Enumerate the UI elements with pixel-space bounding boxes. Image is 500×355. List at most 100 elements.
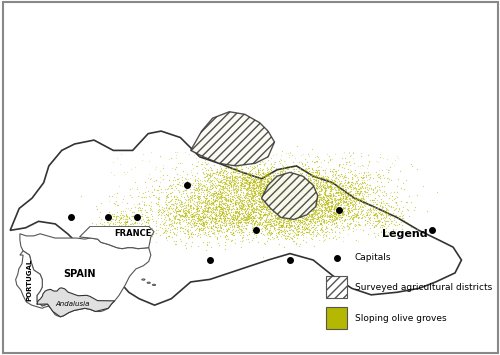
Point bbox=[281, 187, 289, 192]
Point bbox=[356, 191, 364, 196]
Point bbox=[244, 183, 252, 189]
Point bbox=[296, 181, 304, 186]
Point bbox=[182, 211, 190, 216]
Point bbox=[298, 196, 306, 202]
Point bbox=[252, 184, 260, 190]
Point bbox=[196, 177, 203, 182]
Point bbox=[123, 226, 131, 232]
Point bbox=[264, 178, 272, 184]
Point bbox=[291, 162, 299, 168]
Point bbox=[288, 185, 296, 191]
Point bbox=[346, 151, 354, 156]
Point bbox=[274, 189, 281, 194]
Point bbox=[266, 169, 274, 175]
Point bbox=[238, 171, 246, 177]
Point bbox=[274, 200, 281, 206]
Point bbox=[224, 226, 232, 232]
Point bbox=[278, 187, 286, 193]
Point bbox=[242, 206, 250, 212]
Point bbox=[216, 204, 224, 209]
Point bbox=[308, 205, 316, 211]
Point bbox=[227, 213, 235, 219]
Point bbox=[216, 170, 224, 175]
Point bbox=[267, 212, 275, 218]
Point bbox=[322, 198, 330, 204]
Point bbox=[263, 206, 271, 211]
Point bbox=[203, 219, 211, 225]
Point bbox=[267, 196, 275, 202]
Point bbox=[205, 200, 213, 205]
Point bbox=[264, 182, 272, 188]
Point bbox=[400, 186, 407, 192]
Point bbox=[122, 219, 130, 225]
Point bbox=[206, 192, 214, 198]
Point bbox=[286, 150, 294, 156]
Point bbox=[370, 200, 378, 205]
Point bbox=[182, 230, 190, 236]
Point bbox=[270, 217, 278, 223]
Point bbox=[275, 158, 283, 164]
Point bbox=[290, 185, 298, 191]
Point bbox=[270, 197, 278, 203]
Point bbox=[372, 169, 380, 175]
Point bbox=[252, 218, 260, 223]
Point bbox=[216, 185, 224, 191]
Point bbox=[208, 192, 216, 198]
Point bbox=[338, 212, 346, 217]
Point bbox=[166, 182, 174, 188]
Point bbox=[216, 213, 224, 219]
Point bbox=[360, 178, 368, 183]
Point bbox=[280, 164, 288, 170]
Point bbox=[260, 182, 268, 188]
Point bbox=[317, 186, 325, 192]
Point bbox=[258, 194, 266, 200]
Point bbox=[264, 197, 272, 203]
Point bbox=[298, 204, 306, 209]
Point bbox=[174, 217, 182, 222]
Point bbox=[357, 206, 365, 212]
Point bbox=[196, 214, 204, 219]
Point bbox=[217, 166, 225, 172]
Point bbox=[292, 175, 300, 181]
Point bbox=[304, 198, 312, 203]
Point bbox=[196, 219, 203, 224]
Point bbox=[190, 187, 198, 192]
Point bbox=[306, 190, 314, 196]
Point bbox=[207, 178, 215, 184]
Point bbox=[342, 159, 349, 164]
Point bbox=[180, 214, 188, 219]
Point bbox=[405, 193, 413, 199]
Point bbox=[180, 205, 188, 211]
Point bbox=[249, 197, 257, 203]
Point bbox=[172, 238, 180, 244]
Point bbox=[360, 169, 368, 175]
Point bbox=[266, 227, 274, 233]
Point bbox=[179, 225, 187, 231]
Point bbox=[252, 187, 260, 193]
Point bbox=[314, 185, 322, 190]
Point bbox=[228, 194, 235, 200]
Point bbox=[336, 212, 344, 218]
Point bbox=[266, 203, 274, 208]
Point bbox=[284, 211, 292, 217]
Point bbox=[257, 222, 265, 228]
Point bbox=[278, 202, 286, 207]
Point bbox=[332, 212, 340, 217]
Point bbox=[350, 210, 358, 216]
Point bbox=[298, 170, 306, 176]
Point bbox=[296, 167, 304, 173]
Point bbox=[208, 180, 216, 186]
Point bbox=[336, 205, 344, 211]
Point bbox=[348, 213, 356, 218]
Point bbox=[224, 187, 232, 193]
Point bbox=[308, 225, 316, 230]
Point bbox=[184, 229, 192, 234]
Point bbox=[152, 177, 160, 182]
Point bbox=[156, 232, 164, 238]
Point bbox=[234, 186, 241, 192]
Point bbox=[278, 203, 286, 208]
Point bbox=[344, 195, 352, 201]
Point bbox=[237, 182, 245, 187]
Point bbox=[298, 223, 306, 229]
Point bbox=[321, 197, 329, 203]
